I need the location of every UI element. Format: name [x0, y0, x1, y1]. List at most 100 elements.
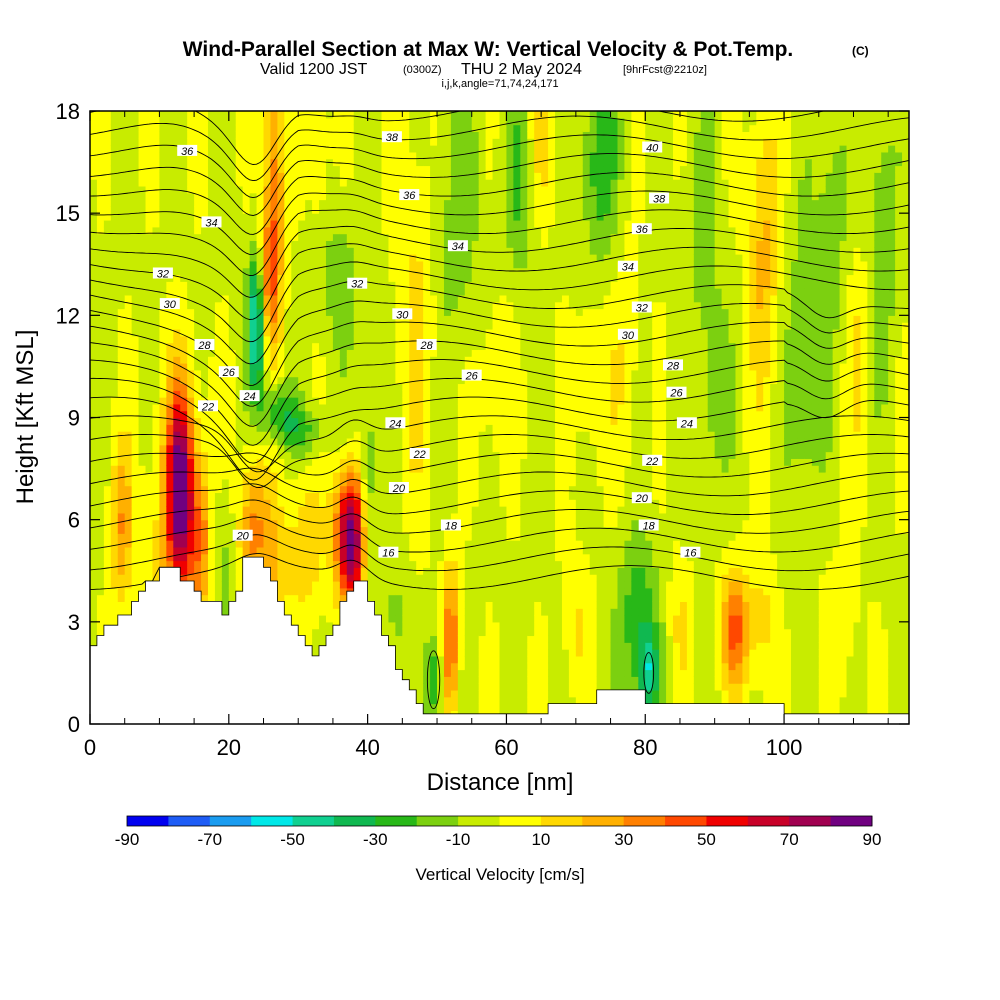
velocity-cell — [325, 526, 334, 534]
velocity-cell — [332, 546, 341, 555]
velocity-cell — [221, 519, 230, 528]
velocity-cell — [360, 444, 369, 453]
velocity-cell — [90, 390, 98, 398]
velocity-cell — [90, 635, 98, 643]
velocity-cell — [346, 390, 355, 398]
velocity-cell — [228, 219, 237, 228]
velocity-cell — [305, 342, 313, 350]
velocity-cell — [332, 519, 341, 528]
velocity-cell — [464, 587, 473, 596]
velocity-cell — [228, 519, 237, 528]
velocity-cell — [360, 356, 369, 364]
velocity-cell — [110, 567, 119, 575]
velocity-cell — [430, 288, 438, 296]
velocity-cell — [207, 226, 216, 235]
velocity-cell — [374, 124, 383, 133]
velocity-cell — [263, 349, 272, 357]
velocity-cell — [131, 138, 140, 146]
velocity-cell — [291, 587, 299, 596]
velocity-cell — [201, 519, 209, 528]
velocity-cell — [339, 124, 348, 133]
velocity-cell — [374, 526, 383, 534]
velocity-cell — [138, 403, 147, 412]
velocity-cell — [464, 403, 473, 412]
velocity-cell — [305, 363, 313, 371]
velocity-cell — [249, 376, 258, 385]
velocity-cell — [388, 540, 396, 548]
velocity-cell — [249, 185, 258, 194]
velocity-cell — [332, 219, 341, 228]
velocity-cell — [319, 553, 327, 562]
velocity-cell — [402, 226, 410, 235]
velocity-cell — [277, 138, 285, 146]
velocity-cell — [298, 410, 306, 419]
velocity-cell — [103, 506, 112, 514]
velocity-cell — [145, 526, 154, 534]
velocity-cell — [103, 485, 112, 494]
velocity-cell — [90, 587, 98, 596]
velocity-cell — [166, 499, 174, 507]
velocity-cell — [249, 363, 258, 371]
velocity-cell — [395, 199, 403, 207]
velocity-cell — [221, 335, 230, 344]
velocity-cell — [270, 322, 278, 330]
velocity-cell — [353, 567, 362, 575]
velocity-cell — [374, 145, 383, 153]
velocity-cell — [214, 499, 223, 507]
velocity-cell — [319, 567, 327, 575]
velocity-cell — [221, 192, 230, 201]
velocity-cell — [277, 499, 285, 507]
velocity-cell — [201, 383, 209, 391]
velocity-cell — [194, 363, 202, 371]
velocity-cell — [402, 288, 410, 296]
velocity-cell — [395, 471, 403, 480]
velocity-cell — [457, 281, 466, 289]
velocity-cell — [325, 512, 334, 521]
velocity-cell — [381, 315, 390, 323]
velocity-cell — [325, 145, 334, 153]
velocity-cell — [457, 335, 466, 344]
velocity-cell — [242, 451, 251, 459]
velocity-cell — [96, 465, 105, 473]
velocity-cell — [388, 151, 396, 160]
velocity-cell — [450, 655, 459, 664]
velocity-cell — [90, 512, 98, 521]
velocity-cell — [159, 206, 167, 214]
velocity-cell — [367, 294, 376, 303]
velocity-cell — [423, 601, 431, 609]
velocity-cell — [207, 499, 216, 507]
velocity-cell — [221, 485, 230, 494]
velocity-cell — [298, 260, 306, 269]
velocity-cell — [312, 213, 320, 221]
velocity-cell — [96, 397, 105, 405]
velocity-cell — [124, 403, 133, 412]
velocity-cell — [416, 471, 424, 480]
velocity-cell — [416, 621, 424, 630]
velocity-cell — [367, 594, 376, 602]
velocity-cell — [159, 560, 167, 568]
velocity-cell — [242, 485, 251, 494]
velocity-cell — [284, 199, 292, 207]
velocity-cell — [249, 219, 258, 228]
velocity-cell — [298, 267, 306, 276]
velocity-cell — [464, 274, 473, 282]
velocity-cell — [305, 471, 313, 480]
velocity-cell — [367, 403, 376, 412]
velocity-cell — [90, 546, 98, 555]
velocity-cell — [353, 111, 362, 119]
velocity-cell — [367, 580, 376, 589]
velocity-cell — [319, 417, 327, 425]
velocity-cell — [138, 247, 147, 255]
velocity-cell — [402, 124, 410, 133]
velocity-cell — [166, 560, 174, 568]
velocity-cell — [117, 172, 126, 180]
velocity-cell — [332, 567, 341, 575]
velocity-cell — [124, 315, 133, 323]
velocity-cell — [214, 512, 223, 521]
velocity-cell — [360, 219, 369, 228]
velocity-cell — [228, 478, 237, 487]
velocity-cell — [145, 281, 154, 289]
velocity-cell — [180, 526, 188, 534]
velocity-cell — [395, 165, 403, 173]
velocity-cell — [96, 451, 105, 459]
